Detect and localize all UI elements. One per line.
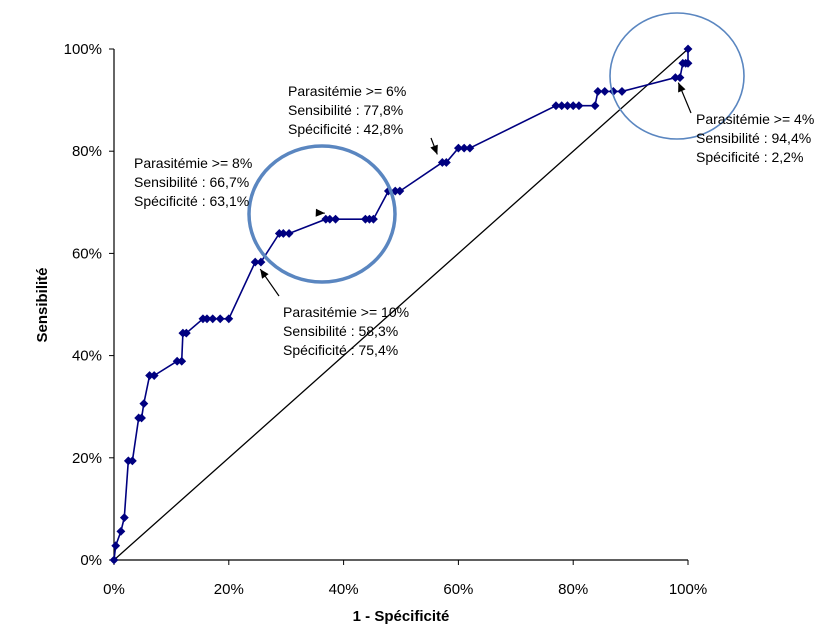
roc-point-marker [331,214,340,224]
roc-point-marker [395,186,405,196]
annotation-arrow-head [260,269,269,279]
annotation-text-line: Sensibilité : 66,7% [134,174,249,190]
annotation-text-line: Sensibilité : 94,4% [696,130,811,146]
roc-point-marker [600,86,610,96]
reference-diagonal-line [113,48,689,561]
axes [113,49,688,561]
roc-point-marker [177,356,187,366]
x-tick-label: 0% [103,581,125,598]
x-ticks: 0% 20% 40% 60% 80% 100% [103,560,707,598]
annotation-text-line: Spécificité : 75,4% [283,342,398,358]
x-tick-label: 100% [669,581,707,598]
x-tick-label: 80% [558,581,588,598]
roc-point-marker [590,101,600,111]
y-tick-label: 20% [72,450,102,467]
roc-point-marker [369,214,378,224]
annotation-arrow-head [430,144,438,155]
roc-point-marker [284,229,294,238]
annotations: Parasitémie >= 6% Sensibilité : 77,8% Spéc… [134,83,814,358]
roc-point-marker [127,456,137,466]
annotation-text-line: Parasitémie >= 8% [134,155,252,171]
y-ticks: 0% 20% 40% 60% 80% 100% [64,41,114,569]
highlight-circle-threshold-8 [247,144,397,284]
x-axis-title: 1 - Spécificité [353,608,450,625]
annotation-text-line: Sensibilité : 77,8% [288,102,403,118]
roc-point-marker [208,314,218,324]
y-tick-label: 0% [80,552,102,569]
annotation-text-line: Spécificité : 63,1% [134,193,249,209]
y-tick-label: 80% [72,143,102,160]
annotation-text-line: Sensibilité : 58,3% [283,323,398,339]
x-tick-label: 60% [443,581,473,598]
annotation-text-line: Parasitémie >= 4% [696,111,814,127]
annotation-text-line: Spécificité : 42,8% [288,121,403,137]
roc-point-marker [675,73,685,83]
y-axis-title: Sensibilité [34,267,51,342]
roc-point-marker [683,44,693,54]
roc-point-marker [593,86,603,96]
roc-point-marker [215,314,225,324]
roc-point-marker [149,371,159,380]
annotation-arrow-head [678,82,686,93]
annotation-arrow-head [315,208,325,217]
highlight-circles [247,12,745,284]
roc-point-marker [137,413,146,423]
highlight-circle-threshold-4 [609,12,745,140]
roc-point-marker [139,399,149,409]
roc-point-marker [109,555,119,565]
y-tick-label: 40% [72,348,102,365]
roc-point-marker [683,58,693,68]
annotation-text-line: Parasitémie >= 10% [283,304,409,320]
roc-point-marker [181,328,191,338]
roc-point-marker [111,541,121,551]
y-tick-label: 100% [64,41,102,58]
roc-point-marker [224,314,234,324]
x-tick-label: 20% [214,581,244,598]
roc-point-marker [465,143,475,153]
roc-point-marker [441,158,451,167]
annotation-text-line: Parasitémie >= 6% [288,83,406,99]
roc-point-marker [256,257,266,267]
roc-point-marker [119,513,129,523]
roc-point-marker [617,86,627,96]
y-tick-label: 60% [72,245,102,262]
annotation-text-line: Spécificité : 2,2% [696,149,803,165]
roc-markers [109,44,693,565]
x-tick-label: 40% [329,581,359,598]
annotation-arrows [259,82,692,297]
roc-point-marker [116,526,126,536]
roc-point-marker [574,101,584,111]
